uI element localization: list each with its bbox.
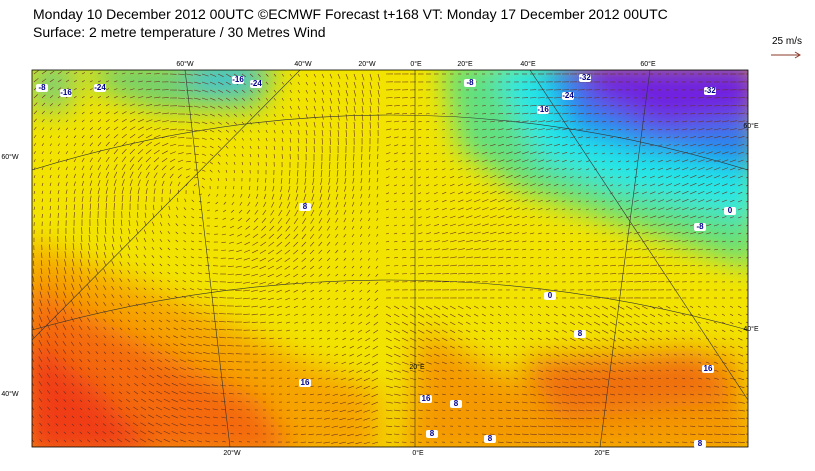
contour-label: -8 — [38, 83, 46, 92]
map-field — [20, 60, 760, 460]
graticule-label: 60°W — [176, 60, 194, 68]
contour-label: 8 — [454, 399, 459, 408]
graticule-label: 40°W — [294, 60, 312, 68]
legend-label: 25 m/s — [772, 36, 802, 47]
graticule-label: 40°E — [743, 325, 759, 333]
subtitle: Surface: 2 metre temperature / 30 Metres… — [33, 24, 326, 40]
contour-label: -8 — [466, 78, 474, 87]
contour-label: 8 — [430, 429, 435, 438]
title: Monday 10 December 2012 00UTC ©ECMWF For… — [33, 6, 668, 22]
graticule-label: 60°E — [743, 122, 759, 130]
contour-label: 16 — [422, 394, 431, 403]
contour-label: 8 — [578, 329, 583, 338]
contour-label: 16 — [301, 378, 310, 387]
contour-label: -8 — [696, 222, 704, 231]
graticule-label: 40°E — [520, 60, 536, 68]
graticule-label: 40°W — [1, 390, 19, 398]
contour-label: -24 — [562, 91, 574, 100]
contour-label: 16 — [704, 364, 713, 373]
contour-label: -24 — [94, 83, 106, 92]
graticule-label: 20°E — [457, 60, 473, 68]
graticule-label: 20°W — [358, 60, 376, 68]
graticule-label: 20°W — [223, 449, 241, 457]
contour-label: -16 — [232, 75, 244, 84]
graticule-label: 20°E — [409, 363, 425, 371]
graticule-label: 60°E — [640, 60, 656, 68]
contour-label: 8 — [488, 434, 493, 443]
contour-label: -32 — [704, 86, 716, 95]
graticule-label: 60°W — [1, 153, 19, 161]
contour-label: -24 — [250, 79, 262, 88]
contour-label: -16 — [60, 88, 72, 97]
graticule-label: 20°E — [594, 449, 610, 457]
contour-label: -16 — [537, 105, 549, 114]
graticule-label: 0°E — [410, 60, 422, 68]
contour-label: 0 — [548, 291, 553, 300]
contour-label: 0 — [728, 206, 733, 215]
contour-label: 8 — [303, 202, 308, 211]
contour-label: 8 — [698, 439, 703, 448]
contour-label: -32 — [579, 73, 591, 82]
graticule-label: 0°E — [412, 449, 424, 457]
